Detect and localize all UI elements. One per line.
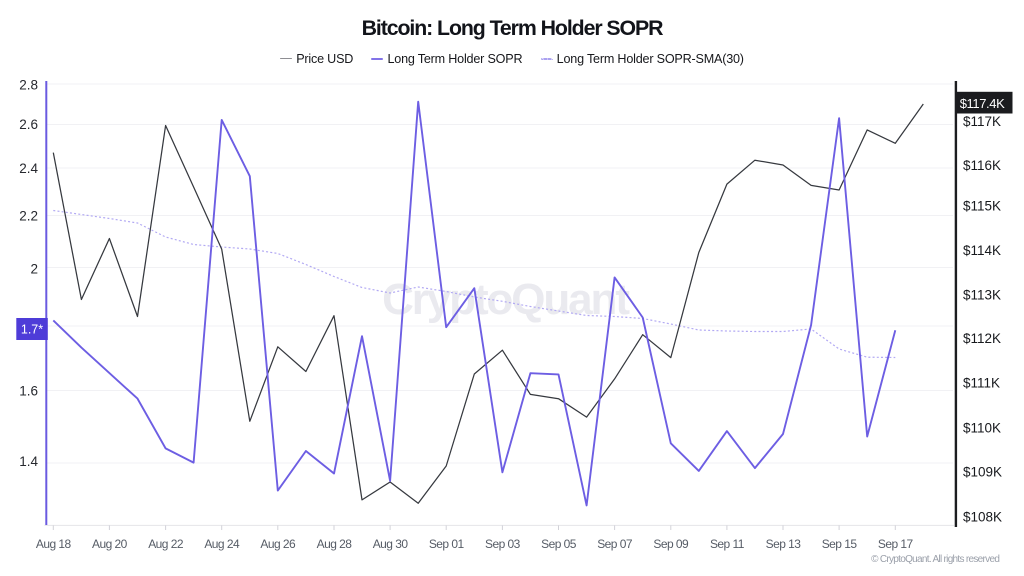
svg-text:Sep 07: Sep 07 <box>597 537 633 551</box>
svg-text:Sep 11: Sep 11 <box>710 537 745 551</box>
svg-text:Aug 20: Aug 20 <box>92 537 128 551</box>
svg-text:2: 2 <box>30 262 38 277</box>
svg-text:Sep 09: Sep 09 <box>653 537 689 551</box>
svg-text:$117K: $117K <box>963 114 1001 129</box>
svg-text:$114K: $114K <box>963 243 1001 258</box>
svg-text:$111K: $111K <box>963 375 1000 390</box>
svg-text:© CryptoQuant. All rights rese: © CryptoQuant. All rights reserved <box>871 554 999 565</box>
svg-text:Sep 03: Sep 03 <box>485 537 521 551</box>
svg-text:1.4: 1.4 <box>19 454 38 469</box>
svg-text:Aug 24: Aug 24 <box>204 537 240 551</box>
svg-text:2.8: 2.8 <box>19 77 38 92</box>
svg-text:$109K: $109K <box>963 464 1002 479</box>
svg-text:Sep 13: Sep 13 <box>766 537 802 551</box>
svg-text:$112K: $112K <box>963 331 1001 346</box>
svg-text:1.7*: 1.7* <box>21 323 43 337</box>
svg-text:Sep 15: Sep 15 <box>822 537 858 551</box>
svg-text:Aug 18: Aug 18 <box>36 537 72 551</box>
svg-text:Sep 01: Sep 01 <box>429 537 465 551</box>
svg-text:$113K: $113K <box>963 287 1001 302</box>
svg-text:$116K: $116K <box>963 158 1001 173</box>
svg-text:$108K: $108K <box>963 510 1002 525</box>
svg-text:1.6: 1.6 <box>19 384 38 399</box>
svg-text:CryptoQuant: CryptoQuant <box>382 275 630 324</box>
svg-text:$115K: $115K <box>963 199 1001 214</box>
svg-text:2.2: 2.2 <box>19 208 38 223</box>
svg-text:Sep 05: Sep 05 <box>541 537 577 551</box>
svg-text:Sep 17: Sep 17 <box>878 537 914 551</box>
svg-text:Aug 30: Aug 30 <box>373 537 409 551</box>
svg-text:Aug 22: Aug 22 <box>148 537 184 551</box>
svg-text:2.4: 2.4 <box>19 161 38 176</box>
svg-text:Aug 28: Aug 28 <box>317 537 353 551</box>
svg-text:Aug 26: Aug 26 <box>260 537 296 551</box>
svg-text:$117.4K: $117.4K <box>960 96 1005 111</box>
svg-text:$110K: $110K <box>963 420 1001 435</box>
svg-text:2.6: 2.6 <box>19 117 38 132</box>
